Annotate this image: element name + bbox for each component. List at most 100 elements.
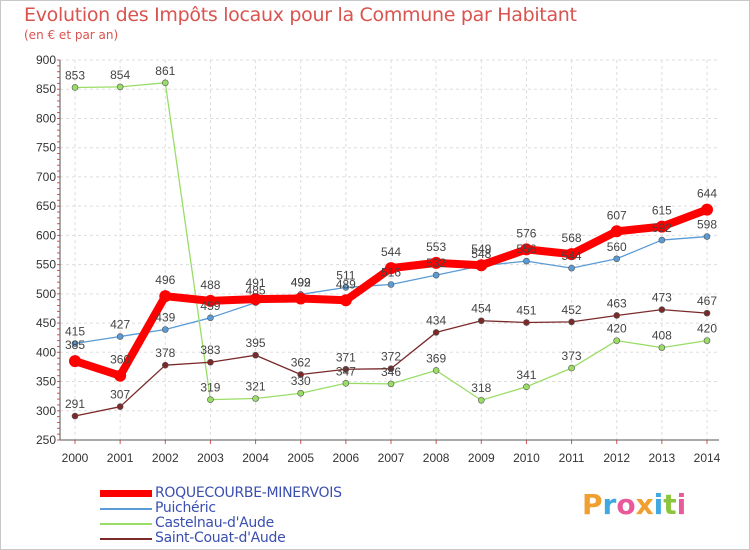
chart-title: Evolution des Impôts locaux pour la Comm… — [24, 4, 577, 26]
data-label-roquecourbe: 615 — [652, 204, 672, 218]
data-label-roquecourbe: 553 — [426, 240, 446, 254]
point-puicheric — [161, 326, 169, 333]
chart-subtitle: (en € et par an) — [24, 28, 119, 42]
data-label-saint-couat: 451 — [516, 303, 536, 317]
point-saint-couat — [477, 317, 485, 325]
x-tick-label: 2013 — [649, 451, 676, 465]
point-saint-couat — [703, 309, 711, 317]
legend-label-puicheric: Puichéric — [155, 500, 216, 516]
data-label-castelnau: 854 — [110, 68, 130, 82]
data-label-castelnau: 369 — [426, 351, 446, 365]
data-label-puicheric: 556 — [516, 242, 536, 256]
proxiti-logo: Proxiti — [582, 488, 687, 521]
legend-item-castelnau[interactable]: Castelnau-d'Aude — [100, 516, 520, 531]
data-label-puicheric: 532 — [426, 256, 446, 270]
point-puicheric — [207, 314, 214, 322]
data-label-roquecourbe: 360 — [110, 353, 130, 367]
point-puicheric — [342, 284, 350, 291]
data-label-puicheric: 415 — [65, 325, 85, 339]
y-tick-label: 750 — [36, 141, 56, 155]
point-castelnau — [207, 396, 214, 403]
legend-swatch-castelnau — [100, 523, 152, 525]
point-saint-couat — [613, 312, 621, 319]
data-label-puicheric: 439 — [155, 311, 175, 325]
point-saint-couat — [432, 329, 440, 336]
data-label-roquecourbe: 568 — [562, 231, 582, 245]
point-castelnau — [161, 79, 169, 87]
data-label-castelnau: 408 — [652, 329, 672, 343]
point-roquecourbe — [475, 259, 488, 272]
legend-item-saint-couat[interactable]: Saint-Couat-d'Aude — [100, 531, 520, 546]
data-label-castelnau: 373 — [562, 349, 582, 363]
point-saint-couat — [161, 361, 169, 369]
point-castelnau — [568, 364, 575, 372]
data-label-roquecourbe: 544 — [381, 245, 401, 259]
legend-item-roquecourbe[interactable]: ROQUECOURBE-MINERVOIS — [100, 486, 520, 501]
point-saint-couat — [116, 403, 124, 410]
x-tick-label: 2010 — [513, 451, 540, 465]
data-label-puicheric: 544 — [562, 249, 582, 263]
point-saint-couat — [523, 319, 530, 326]
data-label-roquecourbe: 607 — [607, 208, 627, 222]
data-label-saint-couat: 467 — [697, 294, 717, 308]
y-tick-label: 600 — [36, 228, 56, 242]
point-puicheric — [568, 264, 575, 272]
point-saint-couat — [342, 365, 350, 373]
data-label-puicheric: 598 — [697, 218, 717, 232]
point-castelnau — [252, 395, 259, 402]
point-puicheric — [703, 233, 711, 240]
data-label-saint-couat: 463 — [607, 296, 627, 310]
data-label-saint-couat: 434 — [426, 313, 446, 327]
data-label-castelnau: 318 — [471, 381, 491, 395]
data-label-roquecourbe: 576 — [516, 226, 536, 240]
legend-swatch-puicheric — [100, 508, 152, 510]
data-label-saint-couat: 307 — [110, 388, 130, 402]
data-label-roquecourbe: 489 — [336, 277, 356, 291]
y-tick-label: 350 — [36, 375, 56, 389]
data-label-saint-couat: 378 — [155, 346, 175, 360]
legend: ROQUECOURBE-MINERVOIS Puichéric Castelna… — [100, 486, 520, 546]
point-castelnau — [613, 337, 621, 344]
y-tick-label: 550 — [36, 258, 56, 272]
data-label-castelnau: 321 — [246, 379, 266, 393]
data-label-roquecourbe: 491 — [246, 276, 266, 290]
legend-item-puicheric[interactable]: Puichéric — [100, 501, 520, 516]
y-tick-label: 850 — [36, 82, 56, 96]
point-castelnau — [71, 84, 79, 91]
x-tick-label: 2014 — [694, 451, 721, 465]
legend-label-saint-couat: Saint-Couat-d'Aude — [155, 530, 286, 546]
x-tick-label: 2004 — [242, 451, 269, 465]
point-castelnau — [116, 83, 124, 91]
point-saint-couat — [387, 365, 395, 372]
data-label-roquecourbe: 385 — [65, 338, 85, 352]
point-castelnau — [297, 389, 305, 397]
legend-label-castelnau: Castelnau-d'Aude — [155, 515, 274, 531]
data-label-roquecourbe: 492 — [291, 276, 311, 290]
point-puicheric — [523, 257, 530, 265]
data-label-roquecourbe: 644 — [697, 187, 717, 201]
data-label-castelnau: 420 — [607, 322, 627, 336]
data-label-saint-couat: 454 — [471, 302, 491, 316]
data-label-puicheric: 511 — [336, 268, 355, 282]
data-label-castelnau: 330 — [291, 374, 311, 388]
point-castelnau — [477, 396, 485, 404]
data-label-castelnau: 346 — [381, 365, 401, 379]
x-tick-label: 2007 — [378, 451, 405, 465]
point-roquecourbe — [159, 290, 172, 303]
data-label-castelnau: 853 — [65, 68, 85, 82]
y-tick-label: 700 — [36, 170, 56, 184]
legend-swatch-roquecourbe — [100, 490, 152, 497]
point-castelnau — [703, 337, 711, 344]
point-roquecourbe — [385, 262, 397, 275]
point-puicheric — [71, 340, 79, 347]
data-label-puicheric: 427 — [110, 318, 130, 332]
x-tick-label: 2008 — [423, 451, 450, 465]
data-label-castelnau: 341 — [516, 368, 536, 382]
point-roquecourbe — [701, 203, 713, 216]
x-tick-label: 2006 — [333, 451, 360, 465]
y-tick-label: 250 — [36, 433, 56, 447]
data-label-puicheric: 592 — [652, 221, 672, 235]
point-saint-couat — [297, 371, 305, 378]
point-castelnau — [342, 379, 350, 387]
